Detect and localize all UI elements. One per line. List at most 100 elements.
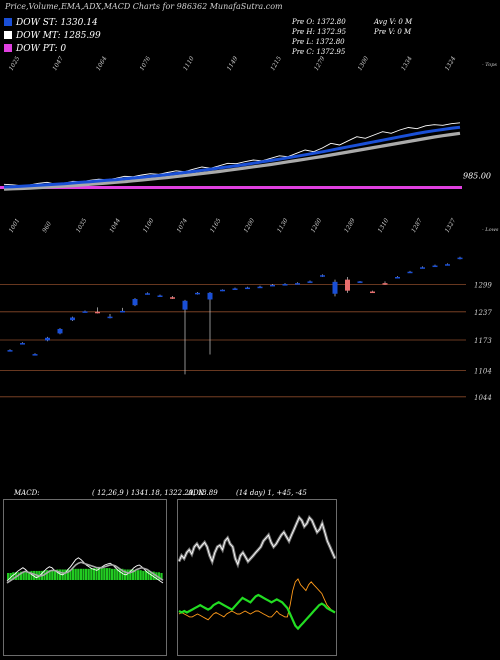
macd-hist-bar (137, 570, 140, 580)
candle-body (370, 291, 375, 294)
top-label: 1334 (400, 55, 414, 72)
candle-body (120, 310, 125, 313)
macd-hist-bar (7, 573, 10, 580)
macd-hist-bar (66, 569, 69, 580)
candle-body (20, 343, 25, 345)
macd-hist-bar (134, 570, 137, 580)
top-label: 1324 (444, 55, 458, 72)
candle-body (57, 328, 63, 334)
legend-item-mt: DOW MT: 1285.99 (4, 31, 101, 41)
candle-body (232, 288, 238, 290)
legend-item-pt: DOW PT: 0 (4, 44, 66, 54)
candle-body (145, 293, 150, 295)
low-label: 1100 (142, 217, 156, 234)
macd-hist-bar (9, 573, 12, 580)
macd-hist-bar (95, 568, 98, 580)
macd-hist-bar (139, 570, 142, 580)
low-label: 1130 (276, 217, 290, 234)
macd-hist-bar (131, 569, 134, 580)
candle-body (432, 265, 438, 268)
candle-body (107, 316, 113, 319)
macd-hist-bar (12, 572, 15, 580)
pt-value-label: 985.00 (463, 172, 491, 181)
macd-hist-bar (69, 569, 72, 580)
stat-pre-open: Pre O: 1372.80 (292, 18, 346, 26)
price-tick-label: 1173 (474, 337, 492, 345)
chart-title: Price,Volume,EMA,ADX,MACD Charts for 986… (5, 2, 283, 11)
lows-side-label: - Lows (482, 227, 499, 233)
macd-hist-bar (74, 568, 77, 580)
macd-hist-bar (82, 568, 85, 580)
candle-body (457, 257, 463, 260)
macd-hist-bar (25, 571, 28, 580)
top-label: 1149 (226, 55, 240, 72)
candle-body (32, 354, 38, 356)
candle-body (395, 277, 400, 279)
macd-hist-bar (46, 570, 49, 580)
top-label: 1110 (182, 55, 196, 72)
stat-pre-volume: Pre V: 0 M (374, 28, 412, 36)
candle-body (407, 271, 413, 274)
legend-label-pt: DOW PT: 0 (16, 44, 67, 54)
macd-chart (3, 499, 167, 656)
candle-body (332, 281, 338, 294)
top-label: 1047 (51, 55, 65, 72)
macd-hist-bar (90, 568, 93, 580)
macd-hist-bar (121, 568, 124, 580)
macd-hist-bar (20, 571, 23, 580)
candle-body (445, 264, 450, 266)
candle-body (320, 275, 325, 277)
macd-hist-bar (113, 568, 116, 580)
stat-pre-low: Pre L: 1372.80 (292, 38, 345, 46)
macd-hist-bar (56, 569, 59, 580)
legend-label-st: DOW ST: 1330.14 (16, 18, 98, 28)
macd-hist-bar (33, 570, 36, 580)
macd-hist-bar (59, 569, 62, 580)
top-label: 1025 (8, 55, 22, 72)
macd-label: MACD: (14, 489, 40, 497)
macd-hist-bar (118, 568, 121, 580)
low-label: 1260 (310, 217, 324, 234)
adx-params: (14 day) 1, +45, -45 (236, 489, 307, 497)
candle-body (245, 287, 250, 290)
macd-hist-bar (147, 570, 150, 580)
legend-swatch-pt (4, 44, 12, 52)
top-label: 1076 (138, 55, 152, 72)
low-label: 1074 (175, 217, 189, 234)
candle-body (182, 300, 188, 310)
low-label: 1044 (108, 217, 122, 234)
macd-hist-bar (64, 569, 67, 580)
legend-swatch-st (4, 18, 12, 26)
candle-body (382, 283, 388, 285)
macd-hist-bar (111, 568, 114, 580)
macd-hist-bar (150, 571, 153, 580)
macd-hist-bar (72, 568, 75, 580)
stat-pre-high: Pre H: 1372.95 (292, 28, 347, 36)
minus-di-line (178, 578, 336, 621)
macd-hist-bar (157, 572, 160, 580)
macd-hist-bar (17, 572, 20, 580)
candle-body (420, 267, 425, 269)
candle-body (132, 299, 138, 306)
macd-hist-bar (152, 571, 155, 580)
low-label: 1035 (75, 217, 89, 234)
top-label: 1279 (313, 55, 327, 72)
macd-hist-bar (98, 568, 101, 580)
macd-hist-bar (116, 568, 119, 580)
adx-chart (177, 499, 337, 656)
candle-body (307, 281, 313, 283)
macd-hist-bar (22, 571, 25, 580)
macd-hist-bar (100, 568, 103, 580)
candle-body (257, 286, 263, 289)
macd-hist-bar (30, 570, 33, 580)
macd-hist-bar (105, 568, 108, 580)
price-tick-label: 1299 (474, 281, 492, 289)
st-line (3, 125, 461, 189)
low-label: 1287 (410, 217, 424, 234)
macd-hist-bar (108, 568, 111, 580)
candle-body (195, 292, 200, 295)
macd-hist-bar (53, 570, 56, 580)
adx-frame (177, 499, 337, 656)
macd-hist-bar (87, 568, 90, 580)
macd-hist-bar (51, 570, 54, 580)
